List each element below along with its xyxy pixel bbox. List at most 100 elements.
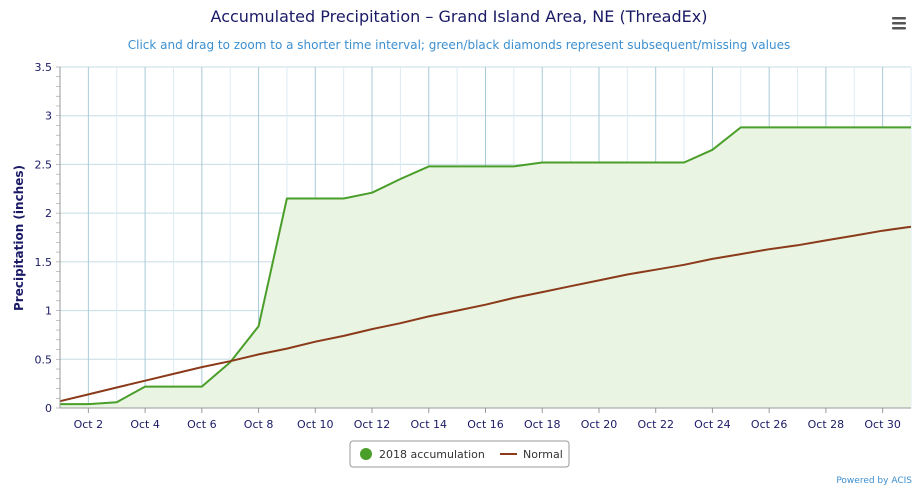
data-point-normal xyxy=(541,291,543,293)
data-point-2018-accumulation xyxy=(541,161,543,163)
y-tick-label: 2.5 xyxy=(35,158,53,171)
data-point-2018-accumulation xyxy=(711,149,713,151)
data-point-2018-accumulation xyxy=(683,161,685,163)
legend-label-normal: Normal xyxy=(523,448,563,461)
data-point-2018-accumulation xyxy=(598,161,600,163)
data-point-normal xyxy=(144,380,146,382)
data-point-2018-accumulation xyxy=(569,161,571,163)
data-point-2018-accumulation xyxy=(172,385,174,387)
y-tick-label: 0.5 xyxy=(35,353,53,366)
data-point-normal xyxy=(286,347,288,349)
data-point-normal xyxy=(257,353,259,355)
data-point-normal xyxy=(456,309,458,311)
credit-link[interactable]: Powered by ACIS xyxy=(836,476,912,486)
data-point-2018-accumulation xyxy=(314,197,316,199)
y-axis-label: Precipitation (inches) xyxy=(12,165,26,311)
data-point-2018-accumulation xyxy=(740,126,742,128)
data-point-2018-accumulation xyxy=(853,126,855,128)
data-point-normal xyxy=(172,373,174,375)
x-tick-label: Oct 6 xyxy=(187,418,217,431)
y-axis: 0 0.5 1 1.5 2 2.5 3 3.5 xyxy=(35,61,61,415)
data-point-normal xyxy=(910,226,912,228)
data-point-2018-accumulation xyxy=(655,161,657,163)
chart-subtitle: Click and drag to zoom to a shorter time… xyxy=(128,38,790,52)
data-point-2018-accumulation xyxy=(910,126,912,128)
legend: 2018 accumulation Normal xyxy=(349,440,570,468)
data-point-2018-accumulation xyxy=(796,126,798,128)
data-point-normal xyxy=(853,234,855,236)
data-point-2018-accumulation xyxy=(116,401,118,403)
data-point-2018-accumulation xyxy=(399,178,401,180)
x-axis: Oct 2 Oct 4 Oct 6 Oct 8 Oct 10 Oct 12 Oct 14 Oc… xyxy=(60,407,911,431)
data-point-normal xyxy=(399,322,401,324)
legend-item-2018-accumulation[interactable]: 2018 accumulation xyxy=(360,448,485,461)
series-line-normal xyxy=(59,225,912,403)
plot-area[interactable] xyxy=(59,126,912,409)
data-point-normal xyxy=(201,366,203,368)
data-point-normal xyxy=(626,273,628,275)
y-tick-label: 3.5 xyxy=(35,61,53,74)
x-tick-label: Oct 8 xyxy=(244,418,274,431)
data-point-2018-accumulation xyxy=(257,325,259,327)
data-point-normal xyxy=(229,360,231,362)
data-point-2018-accumulation xyxy=(456,165,458,167)
x-tick-label: Oct 12 xyxy=(354,418,391,431)
data-point-2018-accumulation xyxy=(825,126,827,128)
legend-marker-2018-accumulation xyxy=(360,448,372,460)
data-point-normal xyxy=(428,315,430,317)
x-tick-label: Oct 14 xyxy=(411,418,448,431)
data-point-2018-accumulation xyxy=(428,165,430,167)
data-point-normal xyxy=(740,253,742,255)
x-tick-label: Oct 18 xyxy=(524,418,561,431)
data-point-2018-accumulation xyxy=(286,197,288,199)
data-point-normal xyxy=(825,239,827,241)
y-tick-label: 2 xyxy=(45,207,52,220)
x-tick-label: Oct 4 xyxy=(130,418,160,431)
data-point-normal xyxy=(87,393,89,395)
x-tick-label: Oct 2 xyxy=(74,418,104,431)
data-point-normal xyxy=(881,230,883,232)
x-tick-label: Oct 24 xyxy=(694,418,731,431)
x-tick-label: Oct 10 xyxy=(297,418,334,431)
chart-title: Accumulated Precipitation – Grand Island… xyxy=(211,7,708,26)
x-tick-label: Oct 20 xyxy=(581,418,618,431)
series-area-2018-accumulation xyxy=(60,127,911,409)
data-point-2018-accumulation xyxy=(513,165,515,167)
data-point-normal xyxy=(314,341,316,343)
data-point-normal xyxy=(711,258,713,260)
data-point-normal xyxy=(371,328,373,330)
data-point-normal xyxy=(343,335,345,337)
data-point-2018-accumulation xyxy=(87,403,89,405)
data-point-normal xyxy=(484,304,486,306)
data-point-normal xyxy=(768,248,770,250)
data-point-normal xyxy=(116,386,118,388)
data-point-2018-accumulation xyxy=(343,197,345,199)
data-point-2018-accumulation xyxy=(371,192,373,194)
data-point-2018-accumulation xyxy=(144,385,146,387)
data-point-2018-accumulation xyxy=(626,161,628,163)
y-tick-label: 0 xyxy=(45,402,52,415)
data-point-normal xyxy=(598,279,600,281)
x-tick-label: Oct 28 xyxy=(808,418,845,431)
y-tick-label: 1.5 xyxy=(35,256,53,269)
data-point-normal xyxy=(683,264,685,266)
legend-item-normal[interactable]: Normal xyxy=(500,448,563,461)
y-tick-label: 1 xyxy=(45,305,52,318)
data-point-2018-accumulation xyxy=(484,165,486,167)
data-point-2018-accumulation xyxy=(201,385,203,387)
legend-label-2018-accumulation: 2018 accumulation xyxy=(379,448,485,461)
series-line-2018-accumulation xyxy=(60,126,911,406)
y-tick-label: 3 xyxy=(45,110,52,123)
x-tick-label: Oct 30 xyxy=(864,418,901,431)
data-point-normal xyxy=(796,244,798,246)
data-point-2018-accumulation xyxy=(881,126,883,128)
data-point-normal xyxy=(569,285,571,287)
hamburger-menu-icon[interactable] xyxy=(890,16,906,32)
data-point-2018-accumulation xyxy=(768,126,770,128)
x-tick-label: Oct 22 xyxy=(637,418,674,431)
data-point-normal xyxy=(655,269,657,271)
x-tick-label: Oct 16 xyxy=(467,418,504,431)
data-point-normal xyxy=(513,297,515,299)
x-tick-label: Oct 26 xyxy=(751,418,788,431)
